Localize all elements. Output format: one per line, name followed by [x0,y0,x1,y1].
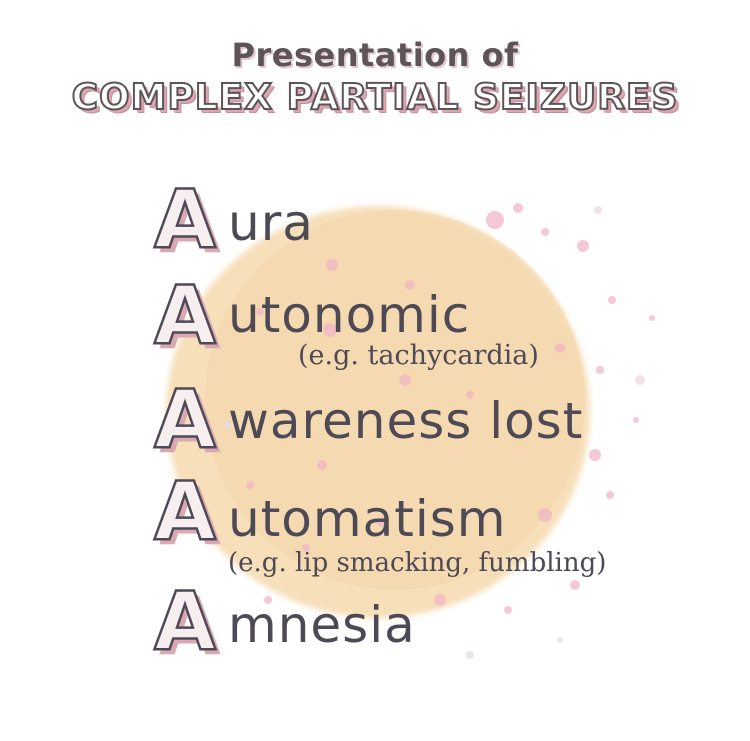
svg-text:A: A [159,382,221,460]
mnemonic-row-autonomic: A A utonomic [0,278,750,358]
mnemonic-row-automatism: A A utomatism [0,474,750,554]
mnemonic-word-aura: ura [228,194,314,252]
title-presentation-of: Presentation of [231,36,519,74]
svg-text:A: A [159,474,221,552]
decorative-letter-a-icon: A A [153,182,221,260]
mnemonic-row-amnesia: A A mnesia [0,584,750,664]
mnemonic-word-autonomic: utonomic [228,286,471,344]
mnemonic-word-amnesia: mnesia [228,596,416,654]
mnemonic-row-awareness-lost: A A wareness lost [0,382,750,462]
mnemonic-word-awareness-lost: wareness lost [228,392,584,450]
decorative-letter-a-icon: A A [153,474,221,552]
decorative-letter-a-icon: A A [153,382,221,460]
decorative-letter-a-icon: A A [153,584,221,662]
mnemonic-word-automatism: utomatism [228,490,507,548]
svg-text:A: A [154,182,216,260]
decorative-letter-a-icon: A A [153,278,221,356]
mnemonic-row-aura: A A ura [0,182,750,262]
note-lip-smacking-fumbling: (e.g. lip smacking, fumbling) [228,548,607,578]
svg-text:A: A [154,382,216,460]
svg-text:A: A [159,584,221,662]
svg-text:A: A [154,474,216,552]
svg-text:A: A [159,278,221,356]
svg-text:A: A [154,278,216,356]
note-tachycardia: (e.g. tachycardia) [298,340,539,371]
svg-text:A: A [154,584,216,662]
svg-text:A: A [159,182,221,260]
title-complex-partial-seizures: COMPLEX PARTIAL SEIZURES [71,76,679,119]
